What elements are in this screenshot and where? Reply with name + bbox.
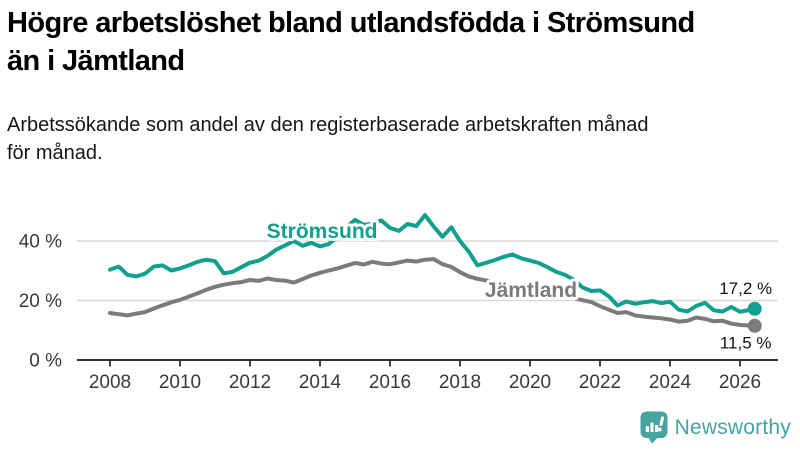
chart-title-line2: än i Jämtland xyxy=(7,45,185,77)
jamtland-line xyxy=(108,257,757,328)
stromsund-line xyxy=(108,213,757,314)
x-tick-label: 2020 xyxy=(509,372,551,393)
chart-subtitle-line2: för månad. xyxy=(7,142,103,164)
x-tick-label: 2008 xyxy=(89,372,131,393)
y-tick-label: 0 % xyxy=(29,351,62,372)
x-tick-label: 2022 xyxy=(579,372,621,393)
chart-subtitle: Arbetssökande som andel av den registerb… xyxy=(7,111,793,167)
x-tick-label: 2024 xyxy=(649,372,692,393)
x-tick-label: 2016 xyxy=(369,372,411,393)
stromsund-end-dot xyxy=(747,301,762,316)
newsworthy-logo-text: Newsworthy xyxy=(674,415,791,439)
newsworthy-logo: Newsworthy xyxy=(640,411,791,444)
x-tick-label: 2010 xyxy=(159,372,201,393)
x-tick-label: 2012 xyxy=(229,372,271,393)
unemployment-line-chart: 0 % 20 % 40 % 2008 2010 2012 2014 2016 2018 2020 2… xyxy=(19,213,778,393)
chart-title: Högre arbetslöshet bland utlandsfödda i … xyxy=(7,4,793,80)
jamtland-series-label: Jämtland xyxy=(485,279,577,302)
x-tick-label: 2014 xyxy=(299,372,342,393)
stromsund-series-label: Strömsund xyxy=(267,220,378,243)
jamtland-end-dot xyxy=(747,318,762,333)
bar-chart-speech-bubble-icon xyxy=(640,411,668,444)
x-tick-label: 2026 xyxy=(719,372,761,393)
stromsund-end-value-label: 17,2 % xyxy=(719,279,772,298)
x-tick-label: 2018 xyxy=(439,372,481,393)
y-tick-label: 20 % xyxy=(19,291,62,312)
chart-subtitle-line1: Arbetssökande som andel av den registerb… xyxy=(7,114,649,136)
chart-title-line1: Högre arbetslöshet bland utlandsfödda i … xyxy=(7,7,695,39)
y-tick-label: 40 % xyxy=(19,232,62,253)
jamtland-end-value-label: 11,5 % xyxy=(720,333,772,352)
